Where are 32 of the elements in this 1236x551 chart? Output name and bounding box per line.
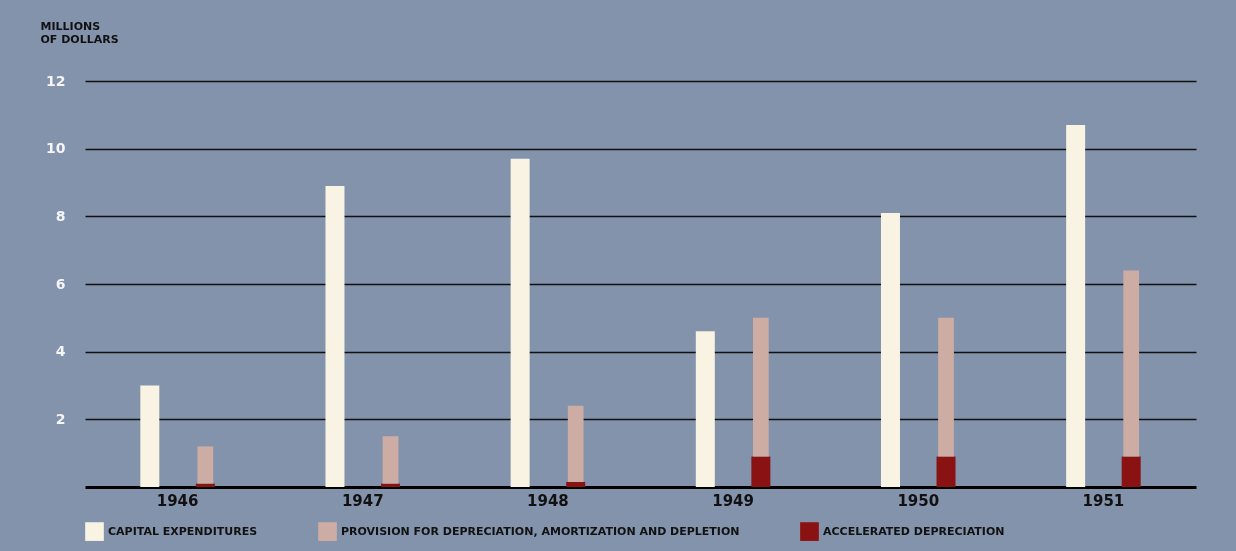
x-tick-label: 1950: [897, 491, 940, 510]
bar: [936, 456, 956, 487]
x-tick-label: 1946: [156, 491, 199, 510]
bar: [695, 331, 715, 487]
bar: [382, 436, 399, 484]
y-tick-label: 10: [46, 140, 66, 157]
bar: [1123, 270, 1140, 457]
bar: [1121, 456, 1141, 487]
x-tick-label: 1949: [712, 491, 754, 510]
bar: [751, 456, 771, 487]
bar: [325, 185, 345, 487]
y-tick-label: 4: [55, 343, 66, 360]
legend-label: CAPITAL EXPENDITURES: [108, 524, 258, 538]
y-axis-title: MILLIONS OF DOLLARS: [40, 19, 119, 46]
bar: [1066, 124, 1086, 487]
bar: [567, 405, 584, 482]
bar: [938, 317, 954, 457]
bar: [197, 446, 214, 484]
bar: [880, 212, 900, 487]
x-tick-label: 1948: [527, 491, 569, 510]
bar: [566, 481, 586, 487]
y-tick-label: 6: [55, 275, 66, 292]
y-tick-label: 2: [55, 410, 66, 427]
bar: [140, 385, 160, 487]
bar: [752, 317, 769, 457]
legend-label: ACCELERATED DEPRECIATION: [823, 524, 1005, 538]
x-tick-label: 1947: [341, 491, 384, 510]
y-tick-label: 8: [55, 207, 66, 224]
legend-label: PROVISION FOR DEPRECIATION, AMORTIZATION AND DEPLETION: [341, 524, 740, 538]
x-tick-label: 1951: [1082, 491, 1125, 510]
bar: [510, 158, 530, 487]
y-tick-label: 12: [46, 72, 66, 89]
